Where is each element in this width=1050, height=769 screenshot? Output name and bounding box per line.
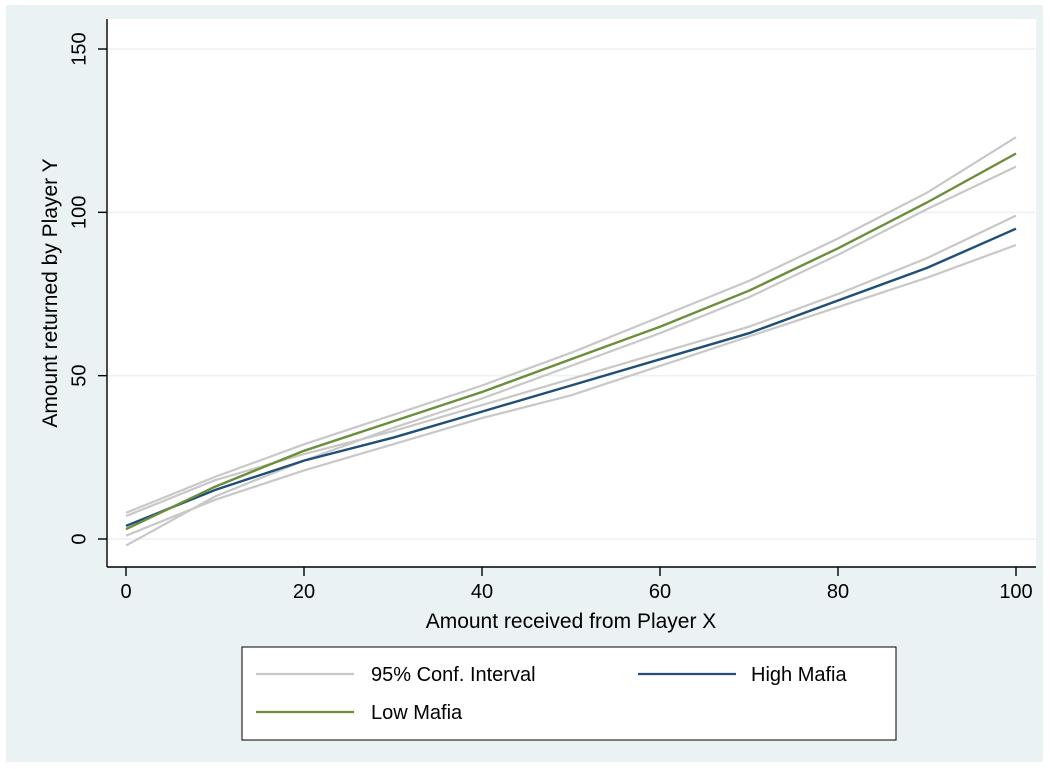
ci-lower-line-high-mafia: [125, 243, 1017, 537]
y-axis-title: Amount returned by Player Y: [39, 158, 62, 427]
legend-label-ci: 95% Conf. Interval: [371, 664, 536, 686]
x-axis-ticks: 0 20 40 60 80 100: [120, 567, 1033, 603]
y-axis-ticks: 0 50 100 150: [68, 32, 107, 545]
x-axis-title: Amount received from Player X: [426, 610, 717, 633]
x-tick-label: 0: [120, 581, 131, 603]
legend: 95% Conf. Interval High Mafia Low Mafia: [241, 646, 897, 741]
series-line-high-mafia: [125, 227, 1017, 528]
legend-label-low-mafia: Low Mafia: [371, 702, 463, 724]
legend-box: [241, 646, 897, 741]
ci-lower-line-low-mafia: [125, 165, 1017, 547]
x-tick-label: 60: [649, 581, 671, 603]
y-tick-label: 50: [68, 365, 90, 387]
x-tick-label: 80: [827, 581, 849, 603]
y-tick-label: 150: [68, 32, 90, 65]
series-lines: [125, 152, 1017, 531]
x-tick-label: 100: [999, 581, 1032, 603]
legend-label-high-mafia: High Mafia: [751, 664, 847, 686]
y-tick-label: 0: [68, 533, 90, 544]
series-line-low-mafia: [125, 152, 1017, 531]
y-tick-label: 100: [68, 196, 90, 229]
x-tick-label: 40: [471, 581, 493, 603]
ci-upper-line-low-mafia: [125, 136, 1017, 514]
grid-lines: [108, 48, 1035, 540]
x-tick-label: 20: [293, 581, 315, 603]
